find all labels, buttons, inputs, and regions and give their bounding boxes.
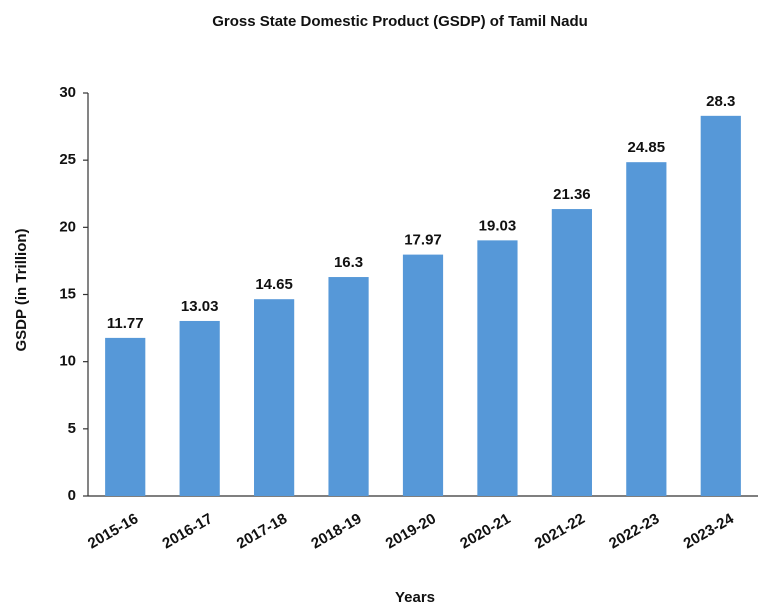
bar [477, 240, 518, 496]
x-tick-label: 2021-22 [532, 510, 588, 552]
x-tick-label: 2022-23 [606, 510, 662, 552]
bar [626, 162, 667, 496]
x-tick-label: 2015-16 [85, 510, 141, 552]
data-label: 21.36 [553, 186, 591, 203]
bar [551, 209, 592, 496]
x-tick-label: 2018-19 [308, 510, 364, 552]
y-tick-label: 25 [59, 151, 76, 168]
y-tick-label: 20 [59, 218, 76, 235]
data-label: 13.03 [181, 298, 219, 315]
x-axis-label: Years [395, 589, 435, 606]
data-label: 17.97 [404, 232, 442, 249]
bar [700, 115, 741, 496]
y-tick-label: 15 [59, 285, 76, 302]
data-label: 16.3 [334, 254, 363, 271]
data-label: 14.65 [255, 276, 293, 293]
data-label: 24.85 [628, 139, 666, 156]
x-tick-label: 2019-20 [383, 510, 439, 552]
y-axis-label: GSDP (in Trillion) [13, 228, 30, 351]
y-tick-label: 30 [59, 84, 76, 101]
bar [402, 254, 444, 496]
chart-title: Gross State Domestic Product (GSDP) of T… [212, 13, 588, 30]
bar [254, 299, 295, 496]
data-label: 19.03 [479, 217, 517, 234]
y-tick-label: 10 [59, 353, 76, 370]
y-tick-label: 0 [68, 487, 76, 504]
x-tick-label: 2023-24 [681, 510, 738, 553]
data-label: 11.77 [107, 315, 144, 332]
bar [105, 337, 146, 496]
x-tick-label: 2016-17 [159, 510, 215, 552]
data-label: 28.3 [706, 93, 735, 110]
y-tick-label: 5 [68, 420, 76, 437]
x-tick-label: 2020-21 [457, 510, 513, 552]
x-tick-label: 2017-18 [234, 510, 290, 552]
bar [179, 320, 220, 496]
bar [328, 277, 369, 496]
